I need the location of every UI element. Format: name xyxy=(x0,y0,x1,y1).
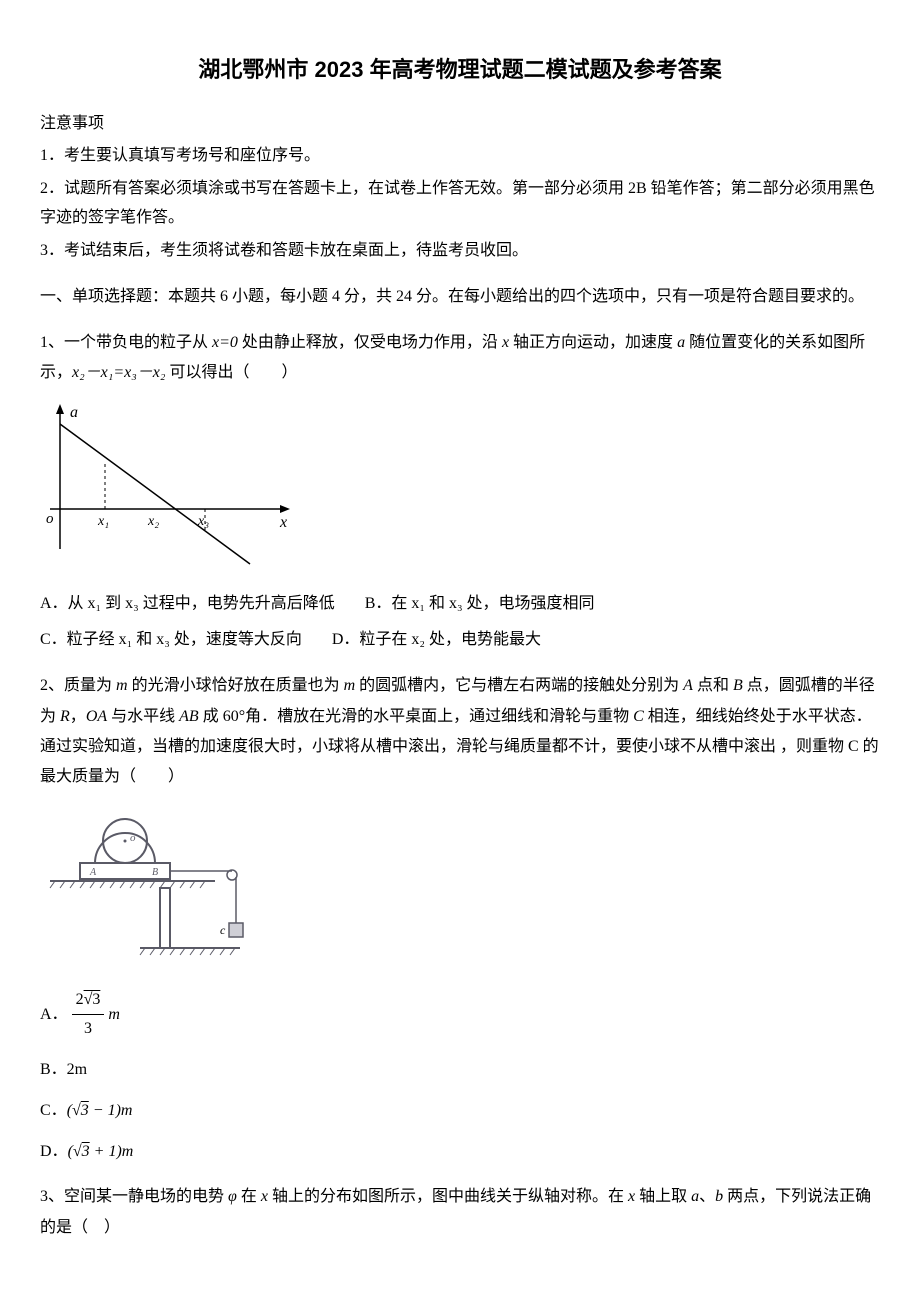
q2-A: A xyxy=(683,677,693,694)
q2-option-c: C．(√3 − 1)m xyxy=(40,1097,880,1126)
q2-m1: m xyxy=(116,677,128,694)
q1-graph-label-x1: x₁ xyxy=(97,514,109,529)
question-2: 2、质量为 m 的光滑小球恰好放在质量也为 m 的圆弧槽内，它与槽左右两端的接触… xyxy=(40,671,880,1166)
q2-t7: 与水平线 xyxy=(107,708,179,725)
q1-mid1: 处由静止释放，仅受电场力作用，沿 xyxy=(238,334,502,351)
q1-mid2: 轴正方向运动，加速度 xyxy=(509,334,677,351)
q1-graph-label-o: o xyxy=(46,511,54,527)
q3-phi: φ xyxy=(228,1188,237,1205)
q1-option-d: D．粒子在 x₂ 处，电势能最大 xyxy=(332,626,541,655)
q1-graph-label-x3: x₃ xyxy=(197,514,209,529)
q2-diagram: o A B c xyxy=(40,803,880,974)
q1-graph-label-a: a xyxy=(70,404,78,421)
q3-t3: 轴上的分布如图所示，图中曲线关于纵轴对称。在 xyxy=(268,1188,628,1205)
question-1: 1、一个带负电的粒子从 x=0 处由静止释放，仅受电场力作用，沿 x 轴正方向运… xyxy=(40,328,880,655)
svg-text:o: o xyxy=(130,832,136,844)
q2-B: B xyxy=(733,677,743,694)
q2-OA: OA xyxy=(86,708,107,725)
q3-x1: x xyxy=(261,1188,268,1205)
q3-t2: 在 xyxy=(237,1188,261,1205)
q1-tail: 可以得出（ ） xyxy=(165,364,297,381)
q2-option-b: B．2m xyxy=(40,1056,880,1085)
q2-m2: m xyxy=(344,677,356,694)
q1-option-b: B．在 x₁ 和 x₃ 处，电场强度相同 xyxy=(365,590,595,619)
svg-text:c: c xyxy=(220,923,226,937)
instruction-2: 2．试题所有答案必须填涂或书写在答题卡上，在试卷上作答无效。第一部分必须用 2B… xyxy=(40,175,880,233)
q1-xaxis: x xyxy=(502,334,509,351)
q2-AB: AB xyxy=(179,708,199,725)
page-title: 湖北鄂州市 2023 年高考物理试题二模试题及参考答案 xyxy=(40,50,880,90)
q3-t1: 3、空间某一静电场的电势 xyxy=(40,1188,228,1205)
q1-option-c: C．粒子经 x₁ 和 x₃ 处，速度等大反向 xyxy=(40,626,302,655)
q1-prefix: 1、一个带负电的粒子从 xyxy=(40,334,212,351)
q3-t4: 轴上取 xyxy=(635,1188,691,1205)
q2-option-a: A． 2√3 3 m xyxy=(40,986,880,1045)
q1-option-a: A．从 x₁ 到 x₃ 过程中，电势先升高后降低 xyxy=(40,590,335,619)
section1-header: 一、单项选择题：本题共 6 小题，每小题 4 分，共 24 分。在每小题给出的四… xyxy=(40,282,880,312)
q1-graph-label-x: x xyxy=(279,514,287,531)
notice-label: 注意事项 xyxy=(40,110,880,139)
q3-t5: 、 xyxy=(699,1188,715,1205)
q2-t2: 的光滑小球恰好放在质量也为 xyxy=(128,677,344,694)
q1-cond: x₂－x₁=x₃－x₂ xyxy=(72,364,165,381)
q2-option-d: D．(√3 + 1)m xyxy=(40,1138,880,1167)
q2-t1: 2、质量为 xyxy=(40,677,116,694)
q2-t6: ， xyxy=(70,708,86,725)
q2-R: R xyxy=(60,708,70,725)
q3-b: b xyxy=(715,1188,723,1205)
q2-C: C xyxy=(633,708,644,725)
svg-text:A: A xyxy=(89,867,97,878)
q1-x0: x=0 xyxy=(212,334,238,351)
svg-text:B: B xyxy=(152,867,158,878)
q2-t8: 成 60°角．槽放在光滑的水平桌面上，通过细线和滑轮与重物 xyxy=(199,708,633,725)
q1-graph-label-x2: x₂ xyxy=(147,514,159,529)
q1-avar: a xyxy=(677,334,685,351)
q2-t4: 点和 xyxy=(693,677,733,694)
question-3: 3、空间某一静电场的电势 φ 在 x 轴上的分布如图所示，图中曲线关于纵轴对称。… xyxy=(40,1182,880,1243)
instruction-3: 3．考试结束后，考生须将试卷和答题卡放在桌面上，待监考员收回。 xyxy=(40,237,880,266)
instruction-1: 1．考生要认真填写考场号和座位序号。 xyxy=(40,142,880,171)
q2-t3: 的圆弧槽内，它与槽左右两端的接触处分别为 xyxy=(355,677,683,694)
q3-a: a xyxy=(691,1188,699,1205)
q1-graph: a x o x₁ x₂ x₃ xyxy=(40,399,880,580)
